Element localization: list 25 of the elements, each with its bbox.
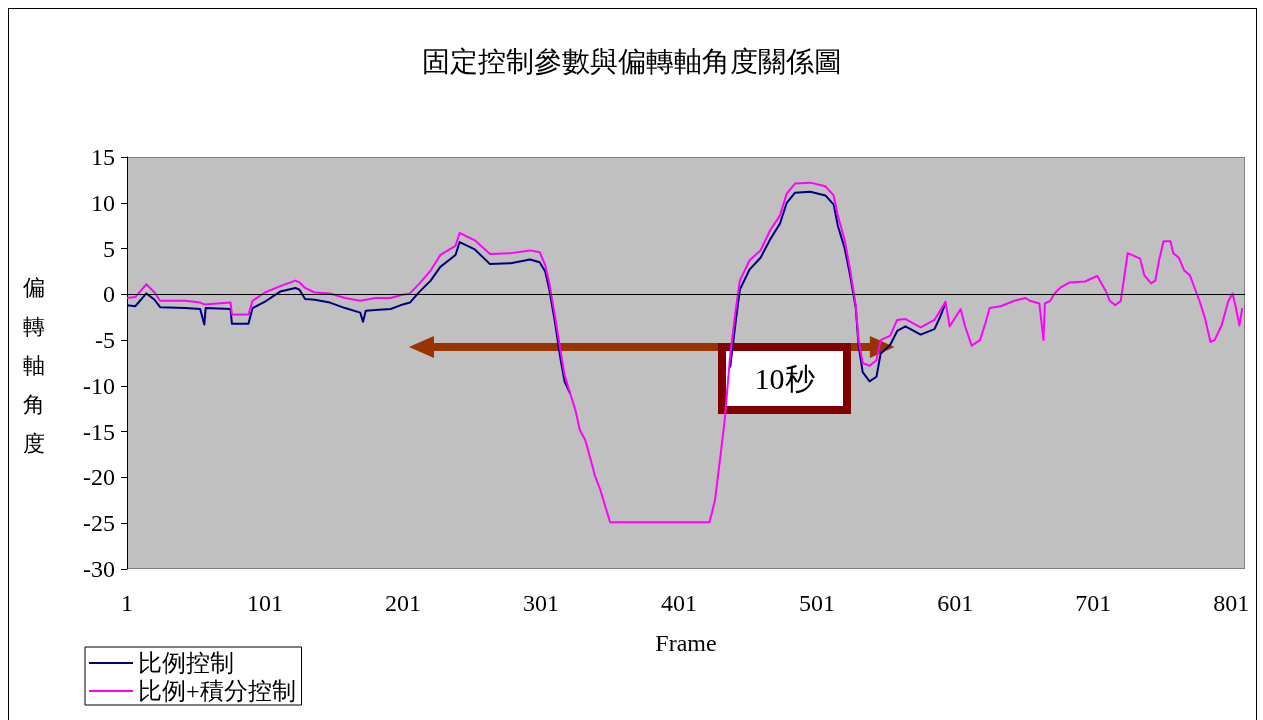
x-axis-title: Frame xyxy=(655,630,717,656)
y-tick-label: 10 xyxy=(91,189,115,216)
y-tick-label: 5 xyxy=(103,235,115,262)
x-tick-label: 501 xyxy=(799,590,836,616)
y-tick-label: -20 xyxy=(83,464,115,491)
x-tick-label: 1 xyxy=(121,590,133,616)
x-tick-label: 101 xyxy=(247,590,284,616)
x-tick-label: 201 xyxy=(385,590,422,616)
chart-title: 固定控制參數與偏轉軸角度關係圖 xyxy=(421,45,842,77)
y-tick-label: -25 xyxy=(83,510,115,537)
y-tick-label: -10 xyxy=(83,372,115,399)
y-tick-label: -30 xyxy=(83,556,115,582)
x-tick-label: 301 xyxy=(523,590,560,616)
y-tick-label: 15 xyxy=(91,144,115,170)
x-tick-label: 601 xyxy=(937,590,974,616)
y-axis-title: 偏轉軸角度 xyxy=(23,274,45,458)
y-tick-label: -5 xyxy=(95,327,115,354)
y-tick-label: -15 xyxy=(83,418,115,445)
x-tick-label: 401 xyxy=(661,590,698,616)
x-tick-label: 701 xyxy=(1075,590,1112,616)
legend-label: 比例+積分控制 xyxy=(138,678,296,704)
y-tick-label: 0 xyxy=(103,281,115,308)
legend-label: 比例控制 xyxy=(138,650,234,676)
annotation: 10秒 xyxy=(718,343,851,414)
x-tick-label: 801 xyxy=(1213,590,1250,616)
